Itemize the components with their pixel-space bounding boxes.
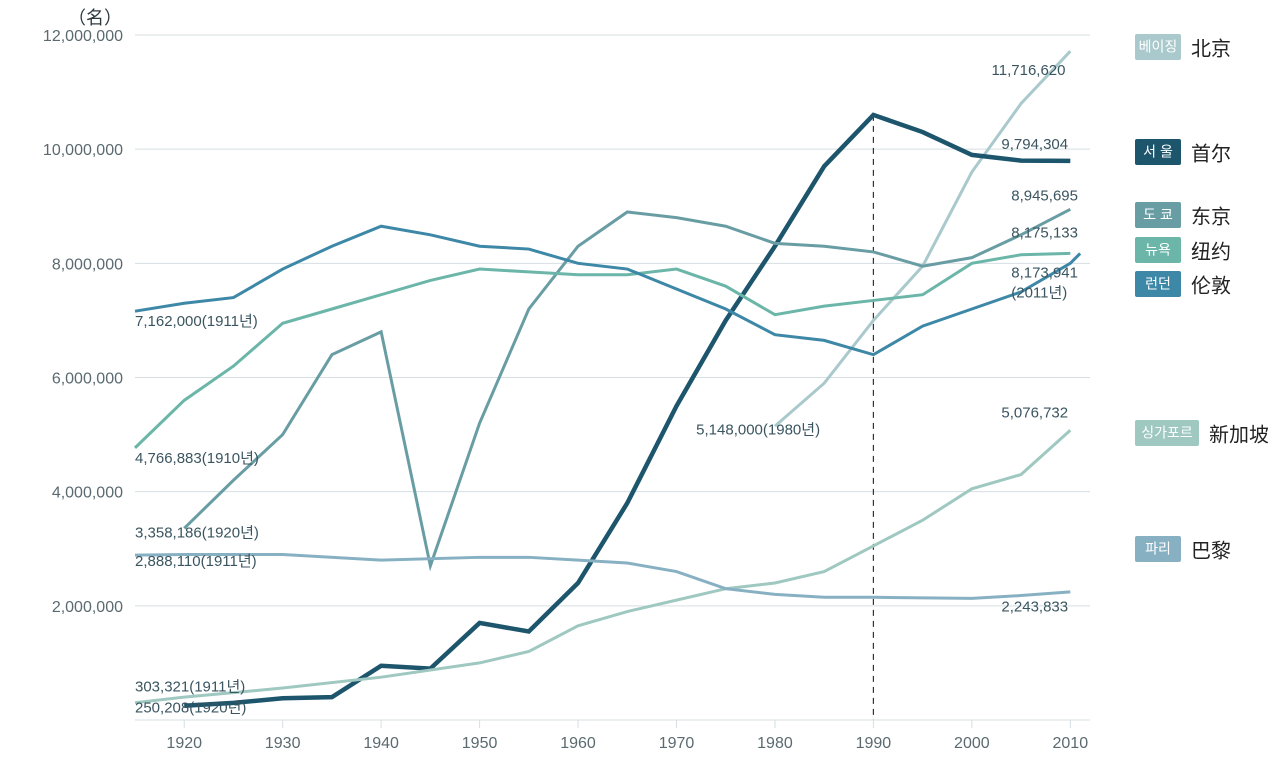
legend-ko-paris: 파리 [1145,541,1171,557]
y-tick-label: 2,000,000 [52,599,123,616]
annotation: 8,173,941 [1011,265,1078,282]
x-tick-label: 1990 [856,735,892,752]
annotation: 7,162,000(1911년) [135,313,258,330]
legend-cn-newyork: 纽约 [1191,240,1231,263]
legend-ko-singapore: 싱가포르 [1141,425,1193,441]
x-tick-label: 1960 [560,735,596,752]
y-axis-unit: （名） [68,8,122,28]
annotation: 9,794,304 [1001,136,1068,153]
series-paris [135,554,1070,598]
x-tick-label: 1970 [659,735,695,752]
legend-cn-beijing: 北京 [1191,37,1231,60]
x-tick-label: 1980 [757,735,793,752]
annotation: 8,175,133 [1011,225,1078,242]
annotation: 2,888,110(1911년) [135,553,257,570]
legend-ko-newyork: 뉴욕 [1145,242,1171,258]
legend-cn-paris: 巴黎 [1191,539,1231,562]
legend-ko-london: 런던 [1145,276,1171,292]
y-tick-label: 4,000,000 [52,485,123,502]
annotation: 5,076,732 [1001,404,1068,421]
y-tick-label: 8,000,000 [52,256,123,273]
legend-ko-beijing: 베이징 [1139,39,1178,55]
y-tick-label: 10,000,000 [43,142,123,159]
x-tick-label: 1950 [462,735,498,752]
x-tick-label: 2000 [954,735,990,752]
x-tick-label: 1930 [265,735,301,752]
annotation: 3,358,186(1920년) [135,524,259,541]
y-tick-label: 6,000,000 [52,371,123,388]
annotation: 250,208(1920년) [135,700,246,717]
annotation: (2011년) [1011,285,1067,302]
legend-cn-london: 伦敦 [1191,274,1231,297]
annotation: 303,321(1911년) [135,678,245,695]
annotation: 2,243,833 [1001,599,1068,616]
y-tick-label: 12,000,000 [43,28,123,45]
annotation: 5,148,000(1980년) [696,422,820,439]
series-seoul [184,115,1070,706]
series-singapore [135,430,1070,702]
annotation: 4,766,883(1910년) [135,450,259,467]
legend-cn-singapore: 新加坡 [1209,423,1269,446]
annotation: 11,716,620 [992,62,1066,79]
legend-ko-seoul: 서 울 [1143,144,1173,160]
legend-cn-seoul: 首尔 [1191,142,1231,165]
population-line-chart: 2,000,000 4,000,000 6,000,000 8,000,000 10,0… [0,0,1280,764]
series-london [135,226,1080,354]
x-tick-label: 2010 [1053,735,1089,752]
series-newyork [135,253,1070,448]
annotation: 8,945,695 [1011,188,1078,205]
x-tick-label: 1920 [166,735,202,752]
legend-ko-tokyo: 도 쿄 [1143,207,1173,223]
x-tick-label: 1940 [363,735,399,752]
legend-cn-tokyo: 东京 [1191,205,1231,228]
